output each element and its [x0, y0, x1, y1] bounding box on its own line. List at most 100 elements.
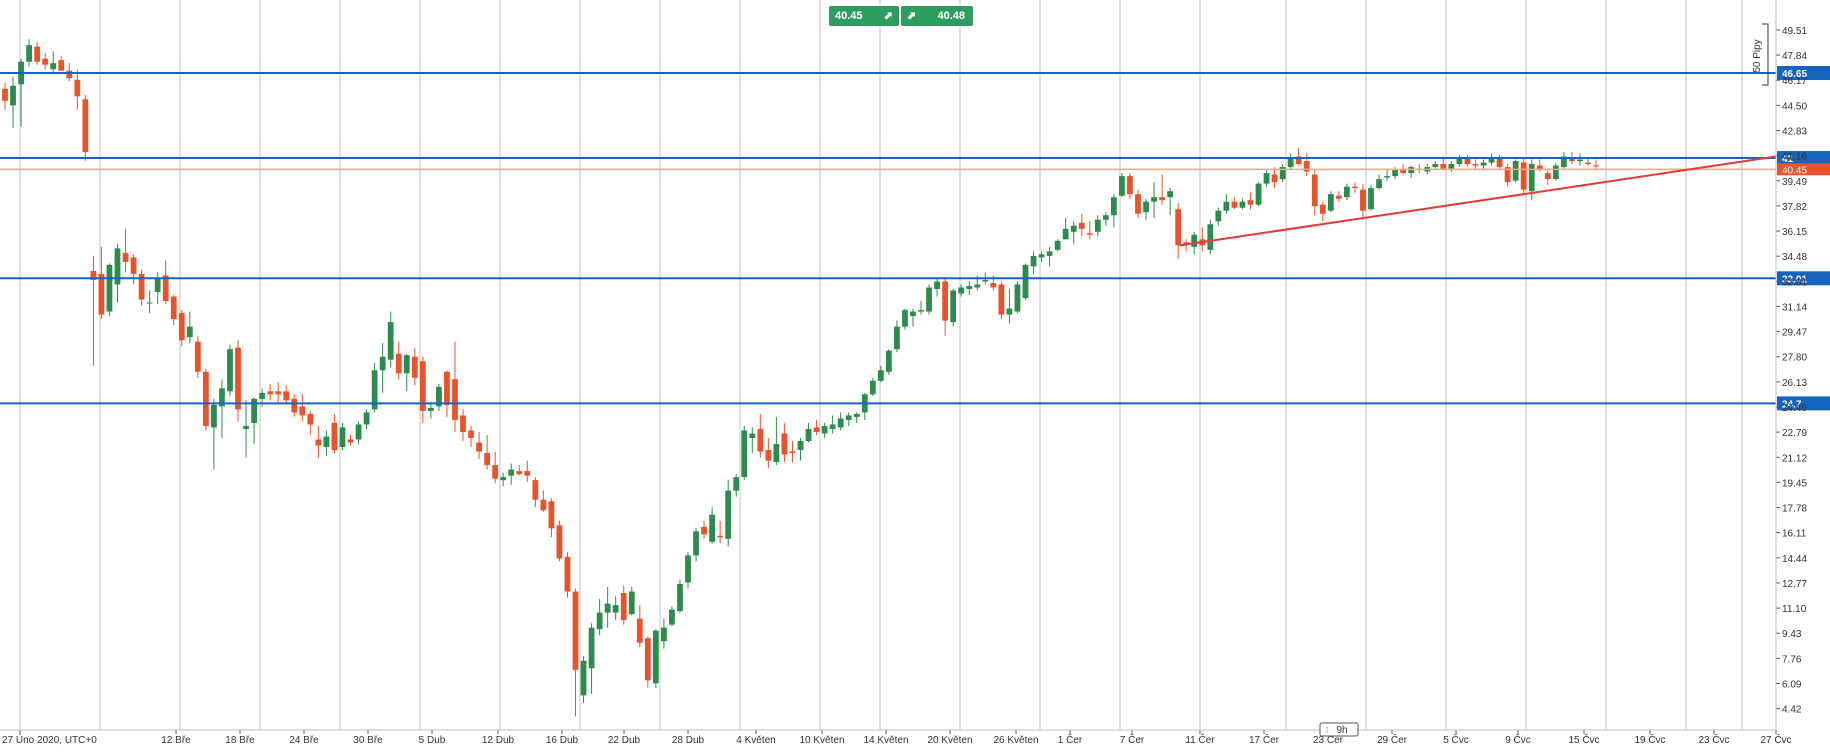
trendline-layer[interactable]: [1179, 155, 1777, 247]
candle-body: [1239, 201, 1246, 208]
level-label: 33.01: [1782, 274, 1807, 285]
candle: [749, 427, 756, 454]
candle-body: [1295, 156, 1302, 165]
candle: [1552, 162, 1559, 181]
candle: [1078, 213, 1085, 237]
candle-body: [1135, 194, 1141, 214]
candle-body: [1271, 174, 1278, 183]
candle: [34, 42, 41, 65]
candle-body: [612, 605, 619, 613]
candle: [1135, 189, 1141, 219]
candle: [436, 383, 442, 411]
candle-body: [26, 45, 32, 62]
pips-label: 50 Pipy: [1752, 39, 1763, 72]
candle-body: [387, 322, 394, 360]
candle-body: [950, 290, 957, 323]
x-tick-label: 12 Bře: [161, 735, 191, 746]
x-tick-label: 7 Čer: [1120, 733, 1145, 746]
candle-body: [34, 46, 41, 62]
candle-body: [813, 427, 820, 432]
candle: [411, 347, 418, 386]
candle-body: [894, 326, 900, 350]
candle: [733, 474, 740, 497]
candle: [580, 656, 587, 703]
candle: [966, 281, 973, 296]
candle-body: [1303, 161, 1310, 172]
level-label-box: [1777, 271, 1830, 286]
x-tick-label: 12 Dub: [482, 735, 515, 746]
candle-body: [958, 287, 965, 294]
level-label: 41: [1782, 154, 1794, 165]
y-tick-label: 21.12: [1782, 453, 1807, 464]
x-tick-label: 10 Květen: [799, 735, 844, 746]
candle-body: [974, 284, 981, 288]
y-tick-label: 36.15: [1782, 227, 1807, 238]
y-tick-label: 29.47: [1782, 328, 1807, 339]
candle-body: [1392, 170, 1399, 177]
candle-body: [661, 627, 667, 642]
candle: [1512, 159, 1519, 183]
buy-button[interactable]: ⬈ 40.48: [901, 6, 973, 26]
candle-body: [267, 391, 274, 395]
candle-body: [885, 350, 892, 372]
candle-body: [1207, 224, 1214, 250]
level-label-box: [1777, 396, 1830, 411]
candle-body: [1440, 164, 1447, 169]
candle: [1223, 194, 1230, 214]
candle: [765, 438, 772, 469]
y-tick-label: 27.80: [1782, 353, 1807, 364]
buy-price: 40.48: [937, 10, 965, 22]
candle-body: [42, 58, 49, 65]
candle-body: [395, 353, 402, 374]
overlay: 50 Pipy ⁞ 9h: [0, 0, 1777, 737]
candle: [1094, 215, 1101, 237]
candle: [508, 463, 515, 485]
candle-body: [765, 450, 772, 461]
horizontal-levels[interactable]: 46.65 41 33.01 24.7 40.45: [0, 66, 1830, 411]
candle-body: [130, 257, 137, 274]
candle-body: [1102, 215, 1109, 220]
y-tick-label: 49.51: [1782, 26, 1807, 37]
candle: [82, 94, 89, 162]
candle: [1295, 147, 1302, 166]
y-tick-label: 24.46: [1782, 403, 1807, 414]
period-badge[interactable]: ⁞ 9h: [1319, 722, 1359, 737]
candle: [572, 588, 579, 717]
candle-body: [1086, 233, 1093, 235]
candle-body: [211, 404, 217, 428]
x-tick-label: 22 Dub: [608, 735, 641, 746]
candle: [596, 599, 603, 636]
candle: [315, 425, 322, 458]
candle-body: [10, 85, 16, 106]
candle: [1062, 218, 1069, 240]
x-axis: 27 Úno 2020, UTC+0 12 Bře 18 Bře 24 Bře 30 B…: [2, 730, 1792, 746]
candle-body: [837, 418, 844, 428]
candle-body: [251, 398, 257, 423]
candle: [1127, 173, 1133, 199]
pips-scale: 50 Pipy: [1752, 23, 1769, 86]
candle-body: [789, 451, 796, 454]
candle: [661, 618, 667, 649]
candle-body: [516, 471, 523, 475]
candle: [942, 276, 949, 336]
candle-body: [146, 302, 153, 304]
sell-button[interactable]: 40.45 ⬈: [829, 6, 899, 26]
candle-body: [379, 356, 386, 371]
candle: [74, 69, 81, 110]
candle: [1054, 239, 1061, 252]
candle-body: [331, 422, 338, 451]
candle: [548, 498, 555, 538]
candle: [588, 623, 595, 694]
y-tick-label: 16.11: [1782, 529, 1807, 540]
candle-body: [805, 428, 812, 442]
candle-body: [1247, 200, 1254, 205]
candle: [1303, 153, 1310, 177]
candle-body: [1496, 158, 1503, 168]
trendline[interactable]: [1179, 155, 1777, 247]
candle: [950, 288, 957, 327]
candle: [1311, 170, 1318, 216]
candle: [476, 431, 482, 460]
candle: [444, 370, 450, 417]
